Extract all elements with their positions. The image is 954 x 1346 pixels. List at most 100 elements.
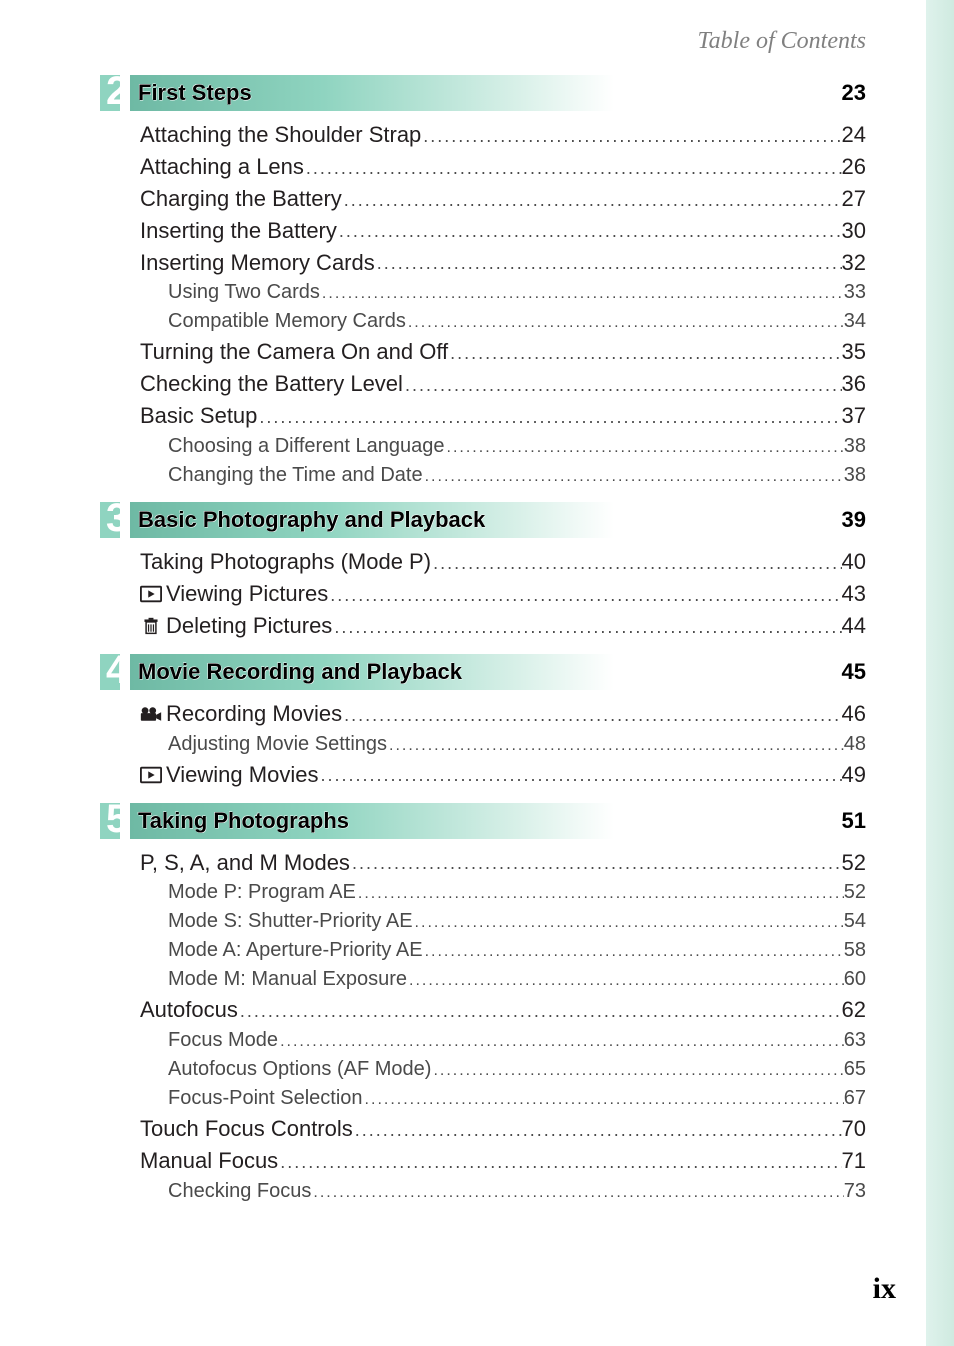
section-title-wrap: Movie Recording and Playback — [130, 654, 842, 690]
toc-entry[interactable]: Checking the Battery Level..............… — [140, 368, 866, 400]
toc-entry-page: 37 — [842, 400, 866, 432]
toc-entry-label: Inserting the Battery — [140, 215, 337, 247]
toc-entry[interactable]: Manual Focus............................… — [140, 1145, 866, 1177]
toc-entry[interactable]: Viewing Movies..........................… — [140, 759, 866, 791]
toc-entry[interactable]: Using Two Cards.........................… — [140, 278, 866, 307]
section-page-number: 39 — [842, 507, 896, 533]
section-page-number: 23 — [842, 80, 896, 106]
toc-entry[interactable]: Viewing Pictures........................… — [140, 578, 866, 610]
toc-entry-label: Taking Photographs (Mode P) — [140, 546, 431, 578]
toc-entry-page: 46 — [842, 698, 866, 730]
toc-entry[interactable]: Recording Movies........................… — [140, 698, 866, 730]
toc-entry-text: Viewing Movies — [166, 759, 318, 791]
section-entries: P, S, A, and M Modes....................… — [100, 847, 896, 1207]
toc-entry[interactable]: Deleting Pictures.......................… — [140, 610, 866, 642]
page-edge-bar — [926, 0, 954, 1346]
toc-entry-text: Using Two Cards — [168, 278, 320, 307]
toc-entry-page: 71 — [842, 1145, 866, 1177]
toc-leader-dots: ........................................… — [320, 282, 844, 305]
toc-entry-text: Mode A: Aperture-Priority AE — [168, 936, 423, 965]
toc-entry[interactable]: Changing the Time and Date..............… — [140, 461, 866, 490]
toc-entry[interactable]: Turning the Camera On and Off...........… — [140, 336, 866, 368]
toc-leader-dots: ........................................… — [431, 1059, 843, 1082]
toc-entry[interactable]: Mode P: Program AE......................… — [140, 878, 866, 907]
toc-entry-page: 24 — [842, 119, 866, 151]
toc-entry-label: Attaching the Shoulder Strap — [140, 119, 421, 151]
toc-entry-label: Checking the Battery Level — [140, 368, 403, 400]
toc-entry-label: Changing the Time and Date — [168, 461, 423, 490]
toc-entry-page: 27 — [842, 183, 866, 215]
toc-entry[interactable]: Charging the Battery....................… — [140, 183, 866, 215]
toc-entry-label: Choosing a Different Language — [168, 432, 445, 461]
toc-entry-page: 26 — [842, 151, 866, 183]
section-title: Movie Recording and Playback — [130, 659, 462, 685]
toc-entry-text: Recording Movies — [166, 698, 342, 730]
toc-entry[interactable]: Taking Photographs (Mode P).............… — [140, 546, 866, 578]
chapter-number-digit: 2 — [106, 69, 128, 114]
toc-entry-page: 49 — [842, 759, 866, 791]
movie-icon — [140, 705, 162, 723]
toc-leader-dots: ........................................… — [328, 582, 841, 608]
chapter-number-digit: 5 — [106, 797, 128, 842]
toc-entry[interactable]: Choosing a Different Language...........… — [140, 432, 866, 461]
toc-leader-dots: ........................................… — [257, 404, 841, 430]
toc-entry[interactable]: Inserting the Battery...................… — [140, 215, 866, 247]
section-entries: Attaching the Shoulder Strap............… — [100, 119, 896, 490]
toc-entry[interactable]: Basic Setup.............................… — [140, 400, 866, 432]
toc-section: 4Movie Recording and Playback45 Recordin… — [100, 654, 896, 791]
toc-leader-dots: ........................................… — [431, 550, 841, 576]
toc-entry-text: Deleting Pictures — [166, 610, 332, 642]
section-title-wrap: First Steps — [130, 75, 842, 111]
toc-entry-label: Mode M: Manual Exposure — [168, 965, 407, 994]
toc-entry[interactable]: Autofocus Options (AF Mode).............… — [140, 1055, 866, 1084]
toc-entry-text: Turning the Camera On and Off — [140, 336, 448, 368]
toc-entry-text: Taking Photographs (Mode P) — [140, 546, 431, 578]
toc-entry[interactable]: Touch Focus Controls....................… — [140, 1113, 866, 1145]
toc-entry[interactable]: Checking Focus..........................… — [140, 1177, 866, 1206]
toc-leader-dots: ........................................… — [375, 250, 842, 276]
toc-entry-label: Recording Movies — [140, 698, 342, 730]
toc-entry-page: 32 — [842, 247, 866, 279]
toc-entry-page: 63 — [844, 1026, 866, 1055]
section-entries: Recording Movies........................… — [100, 698, 896, 791]
toc-entry[interactable]: Focus-Point Selection...................… — [140, 1084, 866, 1113]
toc-entry-text: Inserting the Battery — [140, 215, 337, 247]
toc-entry-text: Attaching the Shoulder Strap — [140, 119, 421, 151]
toc-leader-dots: ........................................… — [387, 734, 844, 757]
toc-entry-label: P, S, A, and M Modes — [140, 847, 350, 879]
toc-entry[interactable]: Adjusting Movie Settings................… — [140, 730, 866, 759]
toc-entry[interactable]: Attaching the Shoulder Strap............… — [140, 119, 866, 151]
toc-leader-dots: ........................................… — [332, 614, 841, 640]
toc-entry[interactable]: P, S, A, and M Modes....................… — [140, 847, 866, 879]
section-title: First Steps — [130, 80, 252, 106]
toc-entry[interactable]: Inserting Memory Cards..................… — [140, 247, 866, 279]
trash-icon — [140, 617, 162, 635]
chapter-number: 3 — [100, 502, 126, 538]
toc-entry-label: Touch Focus Controls — [140, 1113, 353, 1145]
toc-entry-page: 58 — [844, 936, 866, 965]
toc-entry-label: Viewing Movies — [140, 759, 318, 791]
toc-section: 3Basic Photography and Playback39Taking … — [100, 502, 896, 642]
toc-entry-label: Viewing Pictures — [140, 578, 328, 610]
toc-entry[interactable]: Compatible Memory Cards.................… — [140, 307, 866, 336]
toc-entry-text: Basic Setup — [140, 400, 257, 432]
toc-entry-text: Manual Focus — [140, 1145, 278, 1177]
toc-entry-label: Turning the Camera On and Off — [140, 336, 448, 368]
toc-entry[interactable]: Focus Mode..............................… — [140, 1026, 866, 1055]
toc-leader-dots: ........................................… — [406, 311, 844, 334]
toc-leader-dots: ........................................… — [423, 465, 844, 488]
toc-entry[interactable]: Mode A: Aperture-Priority AE............… — [140, 936, 866, 965]
chapter-number: 5 — [100, 803, 126, 839]
toc-entry[interactable]: Mode M: Manual Exposure.................… — [140, 965, 866, 994]
toc-entry-text: Autofocus — [140, 994, 238, 1026]
toc-entry-page: 52 — [842, 847, 866, 879]
toc-entry[interactable]: Mode S: Shutter-Priority AE.............… — [140, 907, 866, 936]
toc-entry-page: 33 — [844, 278, 866, 307]
toc-entry-text: Attaching a Lens — [140, 151, 304, 183]
toc-entry[interactable]: Autofocus...............................… — [140, 994, 866, 1026]
section-page-number: 45 — [842, 659, 896, 685]
toc-entry[interactable]: Attaching a Lens........................… — [140, 151, 866, 183]
toc-leader-dots: ........................................… — [421, 123, 841, 149]
toc-entry-text: Changing the Time and Date — [168, 461, 423, 490]
section-header-bar: 2First Steps23 — [100, 75, 896, 111]
